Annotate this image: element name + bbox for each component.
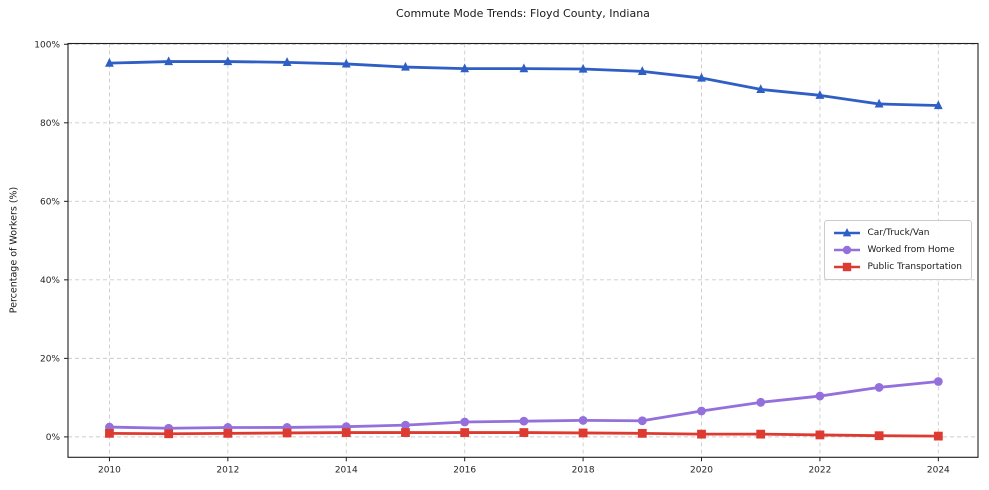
data-point — [164, 56, 174, 66]
legend-entry-public-transportation: Public Transportation — [832, 261, 962, 273]
series-worked-from-home — [105, 377, 943, 433]
x-tick-label: 2020 — [690, 465, 713, 475]
data-point — [815, 90, 825, 99]
data-point — [933, 377, 943, 386]
data-point — [401, 420, 410, 430]
y-tick-label: 20% — [40, 354, 60, 364]
x-tick-label: 2014 — [335, 465, 358, 475]
data-point — [842, 228, 851, 237]
data-point — [460, 417, 470, 427]
data-point — [756, 429, 766, 439]
data-point — [842, 245, 851, 255]
data-point — [874, 431, 884, 441]
y-tick-label: 40% — [40, 276, 60, 286]
data-point — [578, 63, 588, 73]
data-point — [578, 428, 588, 438]
chart-title: Commute Mode Trends: Floyd County, India… — [396, 7, 650, 20]
data-point — [341, 58, 351, 68]
circle-marker-icon — [833, 245, 860, 255]
data-point — [460, 428, 470, 437]
data-point — [933, 100, 943, 110]
axis-tick-labels: 2010 2012 2014 2016 2018 2020 2022 2024 0% 20% 40%… — [34, 40, 950, 475]
data-point — [519, 63, 529, 73]
y-tick-label: 0% — [46, 433, 61, 443]
data-point — [164, 429, 174, 439]
y-tick-label: 60% — [40, 197, 60, 207]
series-car-truck-van — [105, 56, 943, 110]
data-point — [815, 430, 825, 440]
x-tick-label: 2012 — [216, 465, 239, 475]
triangle-marker-icon — [833, 228, 860, 237]
legend-label-car-truck-van: Car/Truck/Van — [867, 228, 930, 238]
x-tick-label: 2022 — [808, 465, 831, 475]
x-tick-label: 2024 — [927, 465, 950, 475]
data-point — [874, 98, 884, 108]
data-point — [637, 66, 647, 75]
data-point — [401, 61, 410, 71]
legend: Car/Truck/Van Worked from Home Public Tr… — [823, 220, 972, 280]
data-point — [105, 428, 114, 438]
legend-label-public-transportation: Public Transportation — [867, 262, 962, 272]
y-tick-label: 100% — [34, 40, 60, 50]
legend-entry-worked-from-home: Worked from Home — [832, 244, 962, 256]
series-public-transportation — [105, 428, 943, 441]
data-point — [933, 431, 943, 441]
data-point — [223, 56, 233, 66]
x-tick-label: 2018 — [572, 465, 595, 475]
data-point — [401, 428, 410, 437]
axis-ticks — [64, 43, 939, 462]
data-point — [105, 57, 114, 67]
data-point — [460, 63, 470, 73]
axes-frame — [67, 42, 979, 458]
data-point — [697, 429, 706, 439]
data-point — [341, 428, 351, 437]
data-point — [756, 84, 766, 94]
data-point — [637, 416, 647, 426]
data-point — [519, 416, 529, 426]
legend-entry-car-truck-van: Car/Truck/Van — [832, 227, 962, 239]
data-point — [815, 391, 825, 401]
data-point — [697, 72, 706, 82]
data-point — [874, 383, 884, 392]
data-point — [578, 415, 588, 425]
y-tick-label: 80% — [40, 119, 60, 129]
x-tick-label: 2010 — [98, 465, 121, 475]
data-point — [223, 428, 233, 438]
data-point — [519, 428, 529, 437]
data-point — [282, 57, 292, 66]
data-point — [697, 406, 706, 416]
data-point — [842, 262, 851, 272]
x-tick-label: 2016 — [453, 465, 476, 475]
data-point — [637, 428, 647, 438]
data-point — [282, 428, 292, 438]
legend-label-worked-from-home: Worked from Home — [867, 245, 955, 255]
square-marker-icon — [833, 262, 860, 272]
data-point — [756, 397, 766, 407]
